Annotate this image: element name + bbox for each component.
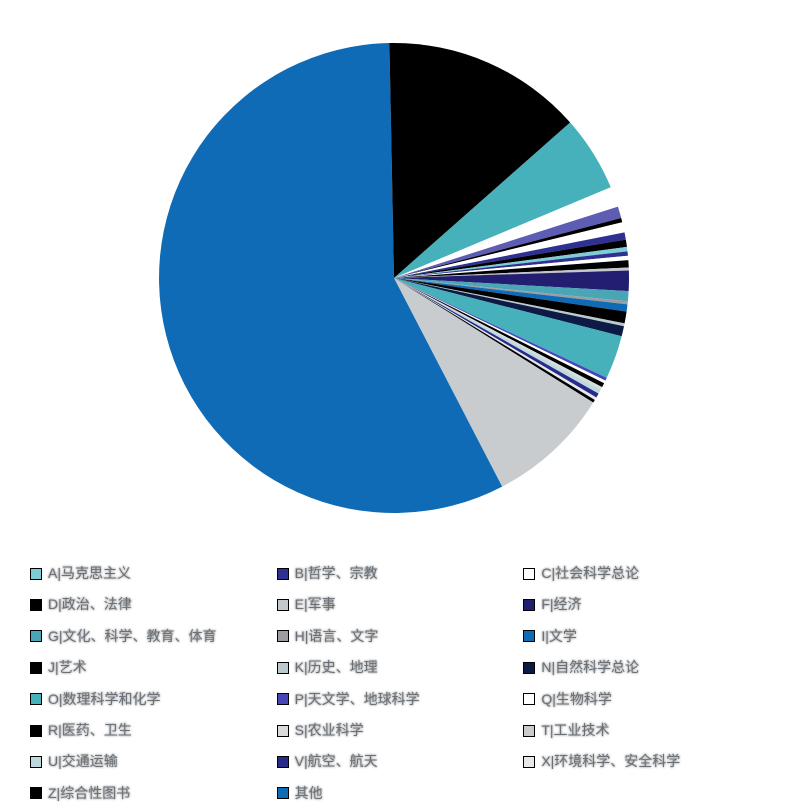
legend-item-F: F|经济	[523, 597, 758, 612]
legend-swatch-F	[523, 599, 535, 611]
legend-label-K: K|历史、地理	[295, 660, 378, 675]
legend-swatch-U	[30, 756, 42, 768]
legend-item-O: O|数理科学和化学	[30, 692, 265, 707]
legend-item-G: G|文化、科学、教育、体育	[30, 629, 265, 644]
legend-swatch-H	[277, 630, 289, 642]
legend-label-G: G|文化、科学、教育、体育	[48, 629, 217, 644]
legend-swatch-N	[523, 662, 535, 674]
legend-label-N: N|自然科学总论	[541, 660, 639, 675]
legend-item-I: I|文学	[523, 629, 758, 644]
legend-item-T: T|工业技术	[523, 723, 758, 738]
legend-label-OTH: 其他	[295, 786, 323, 801]
legend-item-C: C|社会科学总论	[523, 566, 758, 581]
legend-swatch-D	[30, 599, 42, 611]
legend-swatch-I	[523, 630, 535, 642]
legend-item-N: N|自然科学总论	[523, 660, 758, 675]
legend-item-R: R|医药、卫生	[30, 723, 265, 738]
legend-label-B: B|哲学、宗教	[295, 566, 378, 581]
legend-swatch-O	[30, 693, 42, 705]
legend-item-Z: Z|综合性图书	[30, 786, 265, 801]
legend-label-J: J|艺术	[48, 660, 87, 675]
legend-swatch-P	[277, 693, 289, 705]
legend-item-J: J|艺术	[30, 660, 265, 675]
legend-item-S: S|农业科学	[277, 723, 512, 738]
legend-swatch-Q	[523, 693, 535, 705]
legend-label-Z: Z|综合性图书	[48, 786, 130, 801]
legend-label-F: F|经济	[541, 597, 581, 612]
legend-swatch-J	[30, 662, 42, 674]
legend-swatch-A	[30, 568, 42, 580]
legend-item-OTH: 其他	[277, 786, 512, 801]
pie-chart	[134, 18, 654, 538]
legend-label-I: I|文学	[541, 629, 577, 644]
legend-label-Q: Q|生物科学	[541, 692, 612, 707]
legend-label-R: R|医药、卫生	[48, 723, 132, 738]
legend-item-D: D|政治、法律	[30, 597, 265, 612]
legend-label-D: D|政治、法律	[48, 597, 132, 612]
legend-swatch-S	[277, 725, 289, 737]
pie-chart-area	[0, 0, 788, 538]
legend-label-A: A|马克思主义	[48, 566, 131, 581]
legend-swatch-T	[523, 725, 535, 737]
legend-item-B: B|哲学、宗教	[277, 566, 512, 581]
legend-item-H: H|语言、文字	[277, 629, 512, 644]
legend-label-T: T|工业技术	[541, 723, 609, 738]
legend-label-U: U|交通运输	[48, 754, 118, 769]
legend-swatch-Z	[30, 787, 42, 799]
legend-label-X: X|环境科学、安全科学	[541, 754, 680, 769]
legend-item-U: U|交通运输	[30, 754, 265, 769]
legend-item-P: P|天文学、地球科学	[277, 692, 512, 707]
legend-item-E: E|军事	[277, 597, 512, 612]
legend-swatch-B	[277, 568, 289, 580]
legend-swatch-G	[30, 630, 42, 642]
legend-label-H: H|语言、文字	[295, 629, 379, 644]
legend: A|马克思主义 B|哲学、宗教 C|社会科学总论 D|政治、法律 E|军事 F|经济 G|文…	[30, 566, 758, 801]
legend-swatch-C	[523, 568, 535, 580]
legend-item-K: K|历史、地理	[277, 660, 512, 675]
legend-label-E: E|军事	[295, 597, 336, 612]
legend-swatch-R	[30, 725, 42, 737]
legend-item-V: V|航空、航天	[277, 754, 512, 769]
legend-label-P: P|天文学、地球科学	[295, 692, 420, 707]
legend-label-V: V|航空、航天	[295, 754, 378, 769]
legend-item-A: A|马克思主义	[30, 566, 265, 581]
legend-swatch-K	[277, 662, 289, 674]
legend-swatch-E	[277, 599, 289, 611]
legend-swatch-X	[523, 756, 535, 768]
legend-item-Q: Q|生物科学	[523, 692, 758, 707]
legend-label-O: O|数理科学和化学	[48, 692, 161, 707]
legend-swatch-V	[277, 756, 289, 768]
legend-swatch-OTH	[277, 787, 289, 799]
legend-item-X: X|环境科学、安全科学	[523, 754, 758, 769]
legend-label-C: C|社会科学总论	[541, 566, 639, 581]
legend-label-S: S|农业科学	[295, 723, 364, 738]
